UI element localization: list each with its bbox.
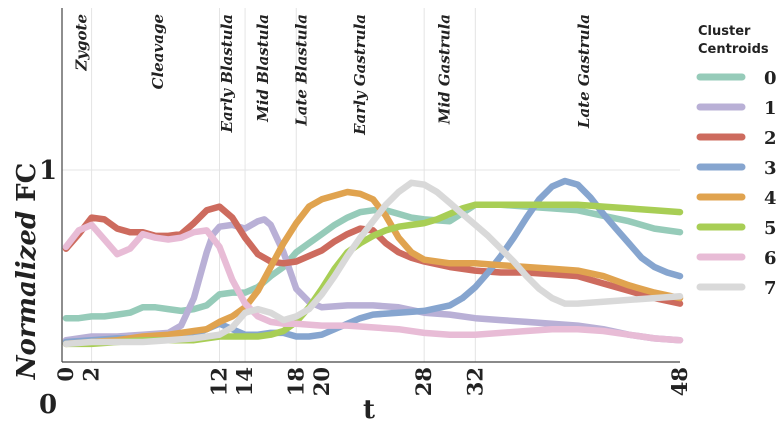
- y-axis-label-rest: FC: [12, 163, 42, 202]
- legend-label: 6: [764, 248, 777, 269]
- x-tick-labels: 0 2 12 14 18 20 28 32 48: [53, 367, 692, 396]
- y-tick-label: 1: [39, 156, 57, 186]
- legend-label: 1: [764, 98, 777, 119]
- legend-item: 0: [696, 68, 777, 89]
- x-tick-label: 12: [207, 367, 232, 396]
- series-lines: [62, 177, 684, 348]
- x-tick-label: 2: [79, 367, 104, 382]
- legend-item: 3: [696, 158, 777, 179]
- stage-label: Mid Gastrula: [436, 14, 454, 125]
- x-tick-label: 28: [411, 367, 436, 396]
- legend-label: 7: [764, 278, 777, 299]
- legend-label: 3: [764, 158, 777, 179]
- legend-item: 6: [696, 248, 777, 269]
- stage-labels: Zygote Cleavage Early Blastula Mid Blastula…: [72, 14, 593, 136]
- legend-label: 5: [764, 218, 777, 239]
- legend-label: 4: [764, 188, 777, 209]
- legend-title-line1: Cluster: [698, 24, 751, 39]
- x-tick-label: 0: [53, 367, 78, 382]
- series-line-1: [62, 216, 684, 344]
- y-tick-labels: 01: [39, 156, 57, 420]
- y-tick-label: 0: [39, 390, 57, 420]
- stage-label: Early Gastrula: [351, 14, 369, 136]
- series-line-6: [62, 221, 684, 344]
- x-tick-label: 48: [667, 367, 692, 396]
- stage-label: Mid Blastula: [254, 14, 272, 123]
- y-axis-label: Normalized FC: [12, 163, 42, 381]
- x-tick-label: 14: [232, 367, 257, 396]
- axes: [61, 8, 680, 363]
- legend: Cluster Centroids 0 1 2 3 4 5 6 7: [696, 24, 777, 299]
- legend-item: 5: [696, 218, 777, 239]
- legend-items: 0 1 2 3 4 5 6 7: [696, 68, 777, 299]
- x-axis-label: t: [363, 395, 375, 425]
- legend-item: 7: [696, 278, 777, 299]
- stage-label: Late Gastrula: [575, 14, 593, 129]
- stage-label: Zygote: [72, 14, 90, 72]
- y-axis-label-italic: Normalized: [12, 211, 42, 380]
- legend-item: 2: [696, 128, 777, 149]
- stage-label: Cleavage: [149, 14, 167, 89]
- legend-label: 2: [764, 128, 777, 149]
- x-tick-label: 32: [462, 367, 487, 396]
- legend-item: 4: [696, 188, 777, 209]
- series-line-4: [62, 188, 684, 348]
- stage-label: Early Blastula: [218, 14, 236, 133]
- stage-label: Late Blastula: [292, 14, 310, 127]
- legend-title-line2: Centroids: [698, 42, 769, 57]
- x-tick-label: 20: [309, 367, 334, 396]
- legend-item: 1: [696, 98, 777, 119]
- series-line-7: [62, 179, 684, 348]
- legend-label: 0: [764, 68, 777, 89]
- x-tick-label: 18: [283, 367, 308, 396]
